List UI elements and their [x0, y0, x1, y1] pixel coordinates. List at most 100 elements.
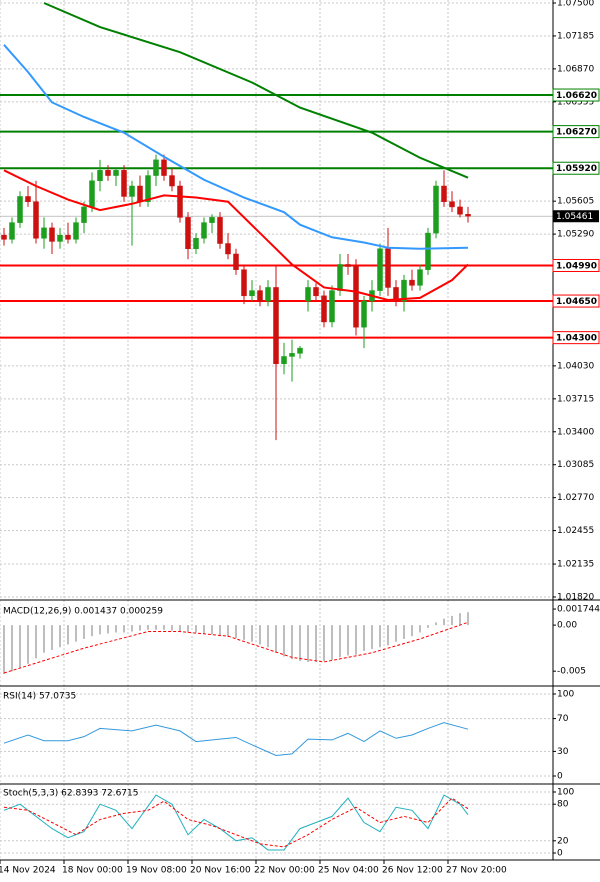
y-tick-label: 1.02135 [557, 560, 594, 570]
candle-body [17, 196, 23, 223]
candle-body [393, 287, 399, 302]
y-tick-label: 30 [557, 747, 569, 757]
indicator-line [3, 722, 469, 757]
candle-body [257, 290, 263, 302]
candle-body [281, 356, 287, 365]
candle-body [233, 253, 239, 270]
candle-body [73, 222, 79, 240]
candle-body [57, 234, 63, 242]
candle-body [297, 347, 303, 354]
candle-body [89, 180, 95, 208]
y-tick-label: 0 [557, 848, 563, 858]
candle-body [153, 159, 159, 176]
y-tick-label: 0.001744 [557, 605, 600, 615]
y-tick-label: 1.07500 [557, 0, 594, 9]
x-tick-label: 14 Nov 2024 [0, 866, 56, 876]
grid-layer [0, 0, 553, 860]
y-tick-label: 70 [557, 714, 569, 724]
candle-body [449, 201, 455, 208]
candle-body [345, 264, 351, 267]
candle-body [289, 353, 295, 357]
x-tick-label: 19 Nov 08:00 [126, 866, 187, 876]
candle-body [97, 170, 103, 182]
current-price-label: 1.05461 [556, 212, 593, 222]
y-tick-label: 1.06870 [557, 64, 594, 74]
y-tick-label: 1.05605 [557, 197, 594, 207]
indicator-title: Stoch(5,3,3) 62.8393 72.6715 [3, 789, 138, 799]
candle-body [201, 222, 207, 239]
price-level-label: 1.04650 [556, 297, 597, 307]
candle-body [313, 287, 319, 297]
y-tick-label: 1.05290 [557, 230, 594, 240]
candle-body [193, 238, 199, 250]
current-price-tag [553, 210, 599, 223]
y-tick-label: 100 [557, 788, 574, 798]
candle-body [329, 290, 335, 323]
candle-body [25, 196, 31, 202]
candle-body [385, 248, 391, 288]
moving-average-line [3, 44, 469, 250]
y-tick-label: 1.07185 [557, 31, 594, 41]
price-level-tag [552, 294, 600, 308]
candle-body [441, 185, 447, 202]
candle-body [105, 170, 111, 176]
x-tick-label: 25 Nov 04:00 [318, 866, 379, 876]
price-level-label: 1.06620 [556, 91, 597, 101]
candle-body [169, 175, 175, 187]
candle-body [185, 217, 191, 250]
moving-average-line [43, 2, 469, 179]
candle-body [401, 279, 407, 302]
y-tick-label: 1.04030 [557, 361, 594, 371]
candle-body [49, 227, 55, 242]
price-level-tag [552, 258, 600, 272]
y-tick-label: 1.03085 [557, 460, 594, 470]
price-level-tag [552, 88, 600, 102]
candle-body [417, 269, 423, 286]
marks-layer [0, 2, 553, 851]
candle-body [457, 206, 463, 215]
candle-body [33, 201, 39, 239]
price-level-tag [552, 125, 600, 139]
y-tick-label: 1.02455 [557, 526, 594, 536]
x-tick-label: 26 Nov 12:00 [382, 866, 443, 876]
candle-body [177, 185, 183, 218]
x-tick-label: 22 Nov 00:00 [254, 866, 315, 876]
indicator-line [3, 794, 469, 851]
candle-body [9, 222, 15, 240]
candle-body [121, 170, 127, 197]
price-level-label: 1.04990 [556, 261, 597, 271]
y-tick-label: 1.01820 [557, 593, 594, 603]
price-level-tag [552, 331, 600, 345]
candle-body [81, 206, 87, 223]
candle-body [425, 232, 431, 270]
candle-body [1, 234, 7, 240]
indicator-title: RSI(14) 57.0735 [3, 692, 76, 702]
candle-body [129, 185, 135, 197]
y-tick-label: 20 [557, 836, 569, 846]
candle-body [273, 287, 279, 365]
indicator-line [3, 797, 469, 848]
candle-body [409, 279, 415, 286]
candle-body [433, 185, 439, 234]
candle-body [465, 213, 471, 217]
candle-body [353, 266, 359, 328]
candle-body [241, 269, 247, 297]
x-tick-label: 18 Nov 00:00 [62, 866, 123, 876]
y-tick-label: 0 [557, 772, 563, 782]
x-tick-label: 20 Nov 16:00 [190, 866, 251, 876]
price-level-label: 1.06270 [556, 128, 597, 138]
y-tick-label: 1.06555 [557, 97, 594, 107]
candle-body [249, 290, 255, 297]
y-tick-label: 80 [557, 800, 569, 810]
candle-body [321, 295, 327, 323]
candle-body [217, 217, 223, 244]
candle-body [305, 287, 311, 302]
indicator-line [3, 621, 469, 674]
candle-body [113, 170, 119, 176]
candle-body [41, 227, 47, 239]
y-tick-label: 0.00 [557, 621, 577, 631]
indicator-title: MACD(12,26,9) 0.001437 0.000259 [3, 607, 163, 617]
price-level-label: 1.05920 [556, 164, 597, 174]
